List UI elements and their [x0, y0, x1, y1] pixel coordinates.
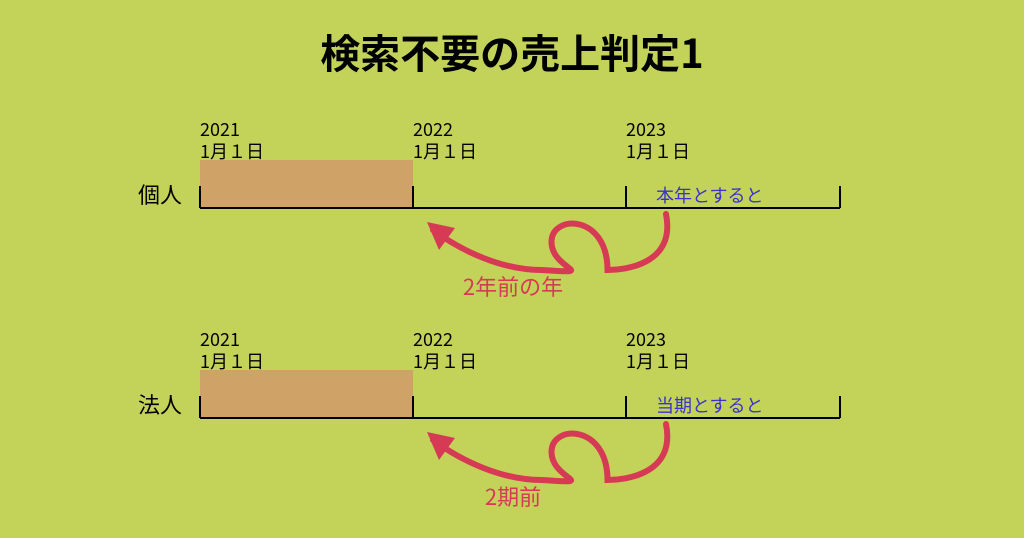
row2-date1-md: 1月１日 [200, 348, 264, 374]
diagram-canvas: 検索不要の売上判定1 個人 2021 1月１日 2022 1月１日 2023 1… [0, 0, 1024, 538]
row-label-2: 法人 [138, 388, 182, 420]
row2-annotation: 当期とすると [656, 392, 763, 418]
row2-date2-md: 1月１日 [413, 348, 477, 374]
row2-date3-md: 1月１日 [626, 348, 690, 374]
row2-arrow-label: 2期前 [403, 480, 623, 512]
timeline-row-2 [0, 0, 1024, 538]
